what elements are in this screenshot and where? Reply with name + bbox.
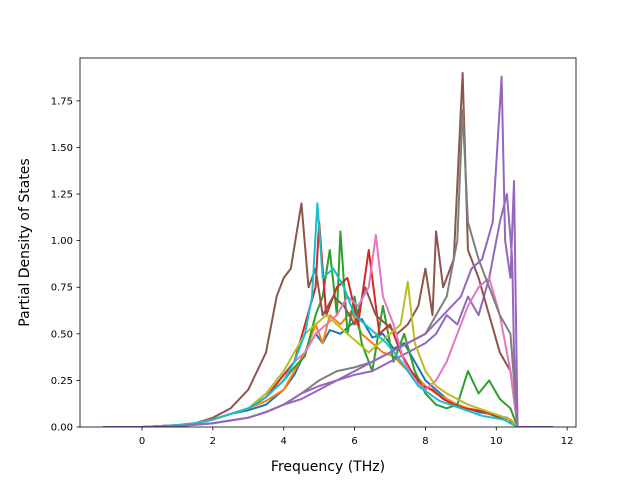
series-line-10 <box>103 202 553 427</box>
y-axis-label: Partial Density of States <box>17 158 33 326</box>
y-axis: 0.00 0.25 0.50 0.75 1.00 1.25 1.50 1.75 <box>51 96 80 434</box>
x-tick-label: 0 <box>139 436 145 447</box>
y-tick-label: 1.00 <box>51 236 73 247</box>
x-axis-label: Frequency (THz) <box>271 459 385 475</box>
x-axis: 0 2 4 6 8 10 12 <box>139 427 574 447</box>
series-line-11 <box>103 75 553 427</box>
x-tick-label: 4 <box>281 436 287 447</box>
plot-frame <box>79 57 577 428</box>
y-tick-label: 0.25 <box>51 376 73 387</box>
x-tick-label: 6 <box>351 436 357 447</box>
y-tick-label: 0.75 <box>51 283 73 294</box>
x-tick-label: 2 <box>210 436 216 447</box>
y-tick-label: 1.75 <box>51 96 73 107</box>
series-layer <box>103 71 553 427</box>
y-tick-label: 0.00 <box>51 423 73 434</box>
y-tick-label: 1.25 <box>51 190 73 201</box>
y-tick-label: 0.50 <box>51 329 73 340</box>
x-tick-label: 8 <box>422 436 428 447</box>
y-tick-label: 1.50 <box>51 143 73 154</box>
x-tick-label: 10 <box>490 436 503 447</box>
x-tick-label: 12 <box>561 436 574 447</box>
